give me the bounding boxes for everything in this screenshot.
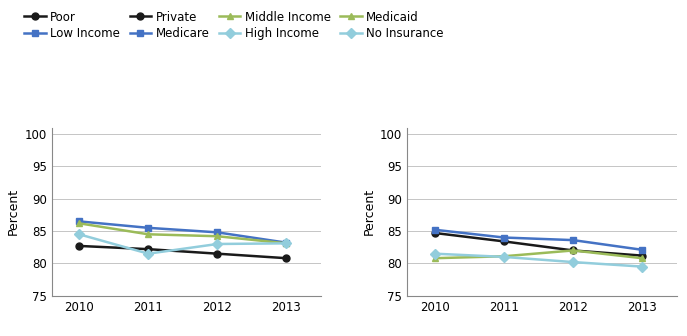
Legend: Poor, Low Income, Private, Medicare, Middle Income, High Income, Medicaid, No In: Poor, Low Income, Private, Medicare, Mid… — [20, 6, 449, 45]
Y-axis label: Percent: Percent — [363, 188, 376, 235]
Y-axis label: Percent: Percent — [8, 188, 20, 235]
